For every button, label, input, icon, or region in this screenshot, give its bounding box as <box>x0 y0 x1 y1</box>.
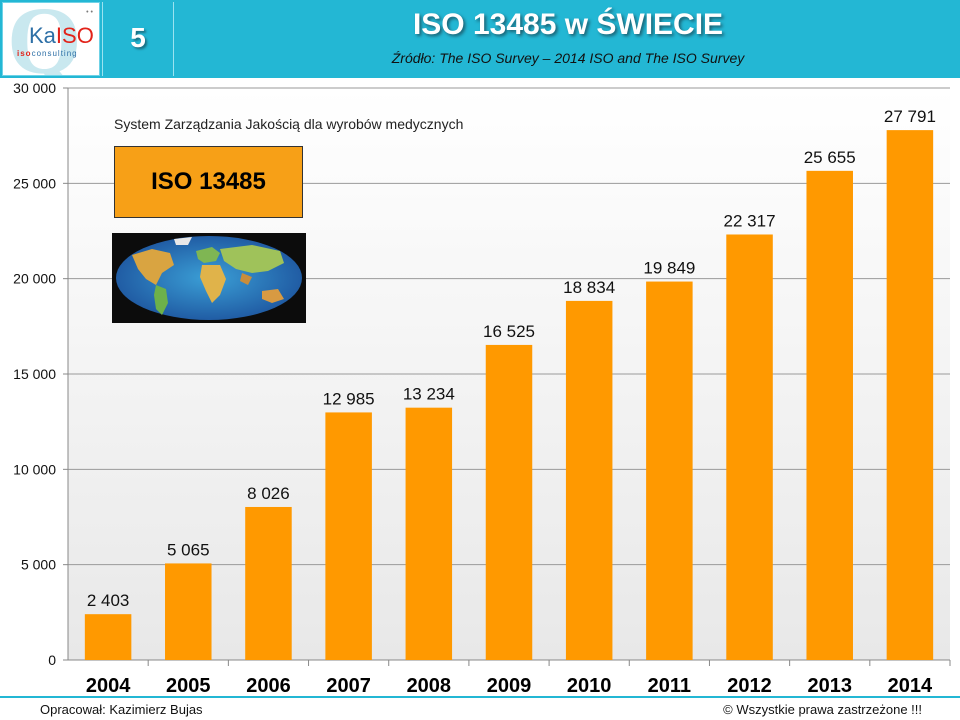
y-tick-label: 20 000 <box>13 271 56 287</box>
x-tick-label-2005: 2005 <box>166 675 211 696</box>
x-tick-label-2004: 2004 <box>86 675 131 696</box>
world-map-icon <box>116 236 302 320</box>
bar-2011 <box>646 281 693 660</box>
bar-2007 <box>325 412 372 660</box>
y-tick-label: 10 000 <box>13 461 56 477</box>
logo-subtitle: isoconsulting <box>17 49 78 58</box>
slide-number-box: 5 <box>102 2 174 76</box>
slide-footer: Opracował: Kazimierz Bujas © Wszystkie p… <box>0 696 960 720</box>
data-label-2004: 2 403 <box>87 591 130 610</box>
y-tick-label: 5 000 <box>21 557 56 573</box>
y-axis-ticks: 0 5 000 10 000 15 000 20 000 25 000 30 000 <box>13 80 56 668</box>
y-tick-label: 15 000 <box>13 366 56 382</box>
x-tick-label-2012: 2012 <box>727 675 772 696</box>
bar-2010 <box>565 300 613 660</box>
slide-source: Źródło: The ISO Survey – 2014 ISO and Th… <box>391 50 745 66</box>
data-label-2011: 19 849 <box>643 259 695 278</box>
data-label-2014: 27 791 <box>884 107 936 126</box>
x-tick-label-2009: 2009 <box>487 675 532 696</box>
data-label-2012: 22 317 <box>724 211 776 230</box>
logo-ka: Ka <box>29 23 56 48</box>
logo-q-letter: Q <box>7 2 82 76</box>
slide-header: Q • • KaISO isoconsulting 5 ISO 13485 w … <box>0 0 960 78</box>
x-tick-label-2007: 2007 <box>326 675 371 696</box>
bar-2009 <box>485 344 533 660</box>
y-tick-label: 25 000 <box>13 175 56 191</box>
chart-annotation: System Zarządzania Jakością dla wyrobów … <box>114 116 464 132</box>
x-axis-ticks: 2004 2005 2006 2007 2008 2009 2010 2011 2012 2013… <box>86 675 933 696</box>
iso-standard-label: ISO 13485 <box>151 168 266 195</box>
x-tick-label-2006: 2006 <box>246 675 291 696</box>
data-label-2010: 18 834 <box>563 278 615 297</box>
y-tick-label: 0 <box>48 652 56 668</box>
x-tick-label-2011: 2011 <box>648 675 691 696</box>
bar-2013 <box>806 170 853 660</box>
x-tick-label-2010: 2010 <box>567 675 612 696</box>
x-tick-label-2014: 2014 <box>888 675 933 696</box>
data-label-2005: 5 065 <box>167 540 210 559</box>
data-labels: 2 403 5 065 8 026 12 985 13 234 16 525 18 834 1… <box>87 107 936 610</box>
bar-2004 <box>84 614 132 660</box>
logo-iso: ISO <box>55 23 94 48</box>
data-label-2013: 25 655 <box>804 148 856 167</box>
y-tick-label: 30 000 <box>13 80 56 96</box>
logo-sub-prefix: iso <box>17 49 32 58</box>
slide-number: 5 <box>130 22 146 53</box>
kaiso-logo: Q • • KaISO isoconsulting <box>2 2 100 76</box>
data-label-2007: 12 985 <box>323 389 375 408</box>
data-label-2006: 8 026 <box>247 484 290 503</box>
data-label-2008: 13 234 <box>403 385 455 404</box>
bar-2005 <box>165 563 212 660</box>
bars <box>84 130 934 660</box>
bar-2008 <box>405 407 453 660</box>
data-label-2009: 16 525 <box>483 322 535 341</box>
x-tick-label-2013: 2013 <box>807 675 852 696</box>
x-tick-label-2008: 2008 <box>407 675 452 696</box>
bar-2012 <box>726 234 773 660</box>
bar-2006 <box>245 506 292 660</box>
bar-2014 <box>886 130 934 660</box>
logo-sub-suffix: consulting <box>31 49 78 58</box>
footer-author: Opracował: Kazimierz Bujas <box>40 702 203 717</box>
logo-wordmark: KaISO <box>29 25 94 47</box>
logo-dots-icon: • • <box>86 9 93 16</box>
footer-copyright: © Wszystkie prawa zastrzeżone !!! <box>723 702 922 717</box>
slide-title: ISO 13485 w ŚWIECIE <box>412 8 724 41</box>
world-map-image <box>112 233 306 323</box>
iso-standard-box: ISO 13485 <box>114 146 303 218</box>
